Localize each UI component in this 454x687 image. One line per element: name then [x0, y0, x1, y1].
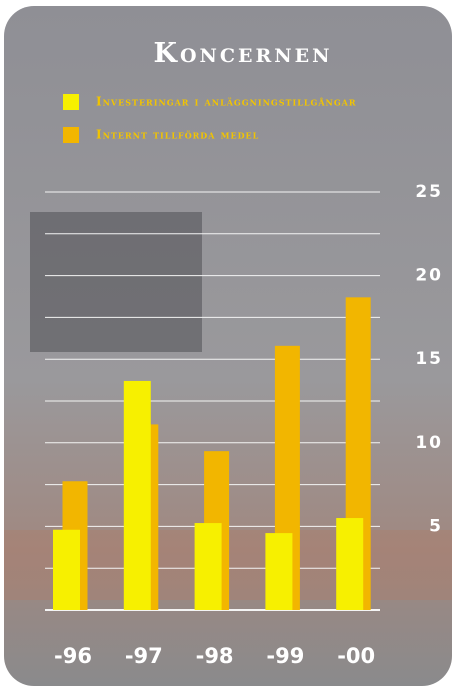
chart-title: Koncernen — [154, 38, 333, 69]
y-tick-label: 20 — [415, 266, 443, 286]
legend-swatch — [63, 127, 79, 143]
x-tick-label: -00 — [337, 644, 375, 668]
x-tick-label: -99 — [266, 644, 304, 668]
legend-swatch — [63, 94, 79, 110]
bar — [195, 523, 222, 610]
y-tick-label: 15 — [415, 349, 443, 369]
bar — [265, 533, 292, 610]
bar — [336, 518, 363, 610]
bar — [124, 381, 151, 610]
legend-label: Investeringar i anläggningstillgångar — [96, 95, 357, 109]
legend-label: Internt tillförda medel — [96, 128, 259, 142]
x-tick-label: -98 — [196, 644, 234, 668]
y-tick-label: 5 — [429, 516, 443, 536]
x-tick-label: -96 — [54, 644, 92, 668]
y-tick-label: 25 — [415, 182, 443, 202]
bar — [53, 530, 80, 610]
window — [30, 212, 202, 352]
chart: Koncernen Investeringar i anläggningstil… — [0, 0, 454, 687]
y-tick-label: 10 — [415, 433, 443, 453]
x-tick-label: -97 — [125, 644, 163, 668]
